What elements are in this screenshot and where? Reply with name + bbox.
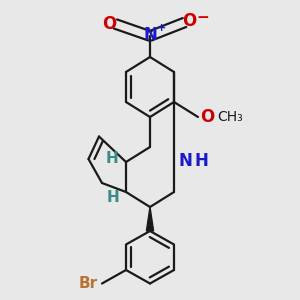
Text: H: H bbox=[105, 151, 118, 166]
Text: O: O bbox=[102, 15, 117, 33]
Text: O: O bbox=[182, 12, 196, 30]
Polygon shape bbox=[146, 207, 154, 231]
Text: CH₃: CH₃ bbox=[218, 110, 243, 124]
Text: N: N bbox=[179, 152, 193, 169]
Text: N: N bbox=[143, 26, 157, 44]
Text: −: − bbox=[197, 10, 209, 25]
Text: Br: Br bbox=[78, 276, 98, 291]
Text: O: O bbox=[200, 108, 215, 126]
Text: H: H bbox=[194, 152, 208, 169]
Text: +: + bbox=[157, 22, 166, 33]
Text: H: H bbox=[106, 190, 119, 205]
